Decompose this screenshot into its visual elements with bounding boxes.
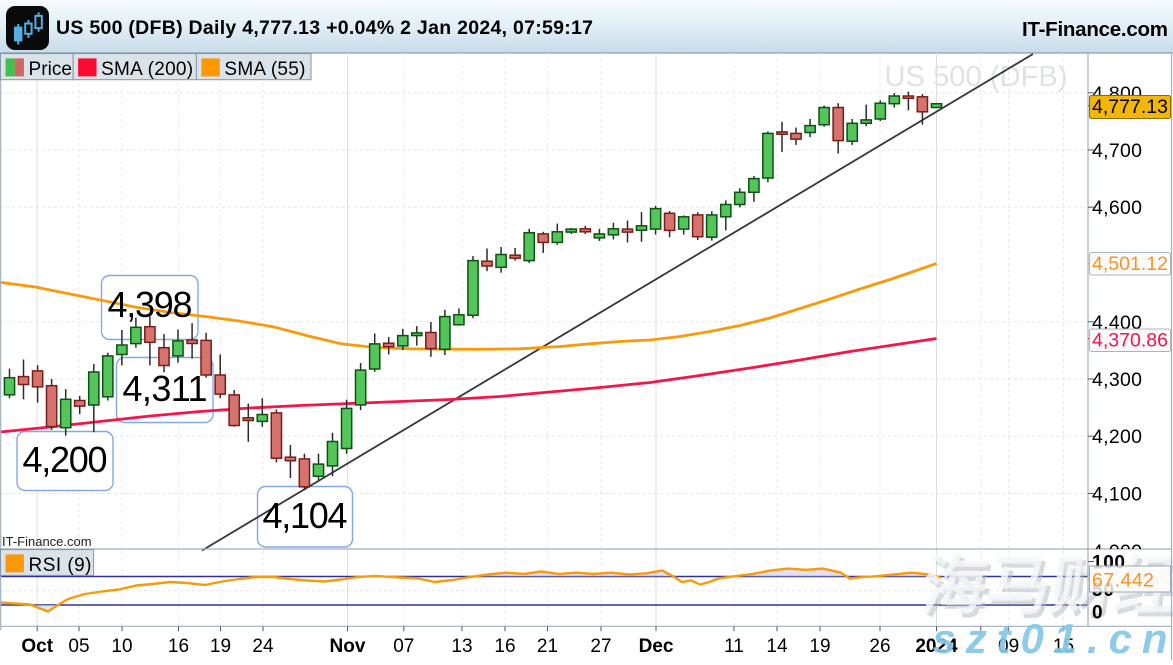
svg-text:4,311: 4,311 xyxy=(123,368,208,409)
svg-text:4,300: 4,300 xyxy=(1092,369,1142,391)
svg-text:19: 19 xyxy=(809,636,830,657)
svg-text:4,000: 4,000 xyxy=(1092,541,1142,563)
svg-text:Nov: Nov xyxy=(330,636,366,657)
svg-text:Oct: Oct xyxy=(21,636,53,657)
svg-text:4,104: 4,104 xyxy=(263,495,348,536)
svg-text:4,398: 4,398 xyxy=(108,284,193,325)
svg-text:27: 27 xyxy=(590,636,611,657)
svg-text:0: 0 xyxy=(1092,603,1103,624)
svg-text:4,600: 4,600 xyxy=(1092,197,1142,219)
svg-text:4,400: 4,400 xyxy=(1092,312,1142,334)
svg-text:4,370.86: 4,370.86 xyxy=(1092,330,1168,352)
svg-text:IT-Finance.com: IT-Finance.com xyxy=(1022,18,1168,41)
svg-text:4,777.13: 4,777.13 xyxy=(1092,96,1168,118)
svg-text:05: 05 xyxy=(68,636,89,657)
svg-text:13: 13 xyxy=(451,636,472,657)
svg-text:IT-Finance.com: IT-Finance.com xyxy=(2,534,92,549)
svg-text:07: 07 xyxy=(393,636,414,657)
svg-text:15: 15 xyxy=(1053,636,1074,657)
svg-text:Price: Price xyxy=(29,59,73,80)
svg-text:24: 24 xyxy=(252,636,274,657)
svg-text:SMA (200): SMA (200) xyxy=(101,59,193,80)
svg-text:4,501.12: 4,501.12 xyxy=(1092,253,1168,275)
svg-text:16: 16 xyxy=(168,636,189,657)
svg-text:16: 16 xyxy=(494,636,515,657)
svg-text:4,700: 4,700 xyxy=(1092,140,1142,162)
svg-text:09: 09 xyxy=(998,636,1019,657)
svg-text:67.442: 67.442 xyxy=(1092,570,1154,592)
svg-text:10: 10 xyxy=(111,636,132,657)
svg-text:21: 21 xyxy=(537,636,558,657)
svg-text:2024: 2024 xyxy=(915,636,958,657)
svg-text:4,100: 4,100 xyxy=(1092,484,1142,506)
svg-text:SMA (55): SMA (55) xyxy=(224,59,305,80)
svg-text:11: 11 xyxy=(724,636,744,657)
svg-text:Dec: Dec xyxy=(639,636,674,657)
svg-text:4,200: 4,200 xyxy=(1092,426,1142,448)
svg-text:19: 19 xyxy=(210,636,231,657)
svg-text:RSI (9): RSI (9) xyxy=(29,555,92,576)
svg-text:US 500 (DFB) Daily 4,777.13 +0: US 500 (DFB) Daily 4,777.13 +0.04% 2 Jan… xyxy=(56,17,593,39)
svg-text:26: 26 xyxy=(869,636,890,657)
svg-text:4,200: 4,200 xyxy=(23,439,108,480)
svg-text:14: 14 xyxy=(766,636,788,657)
